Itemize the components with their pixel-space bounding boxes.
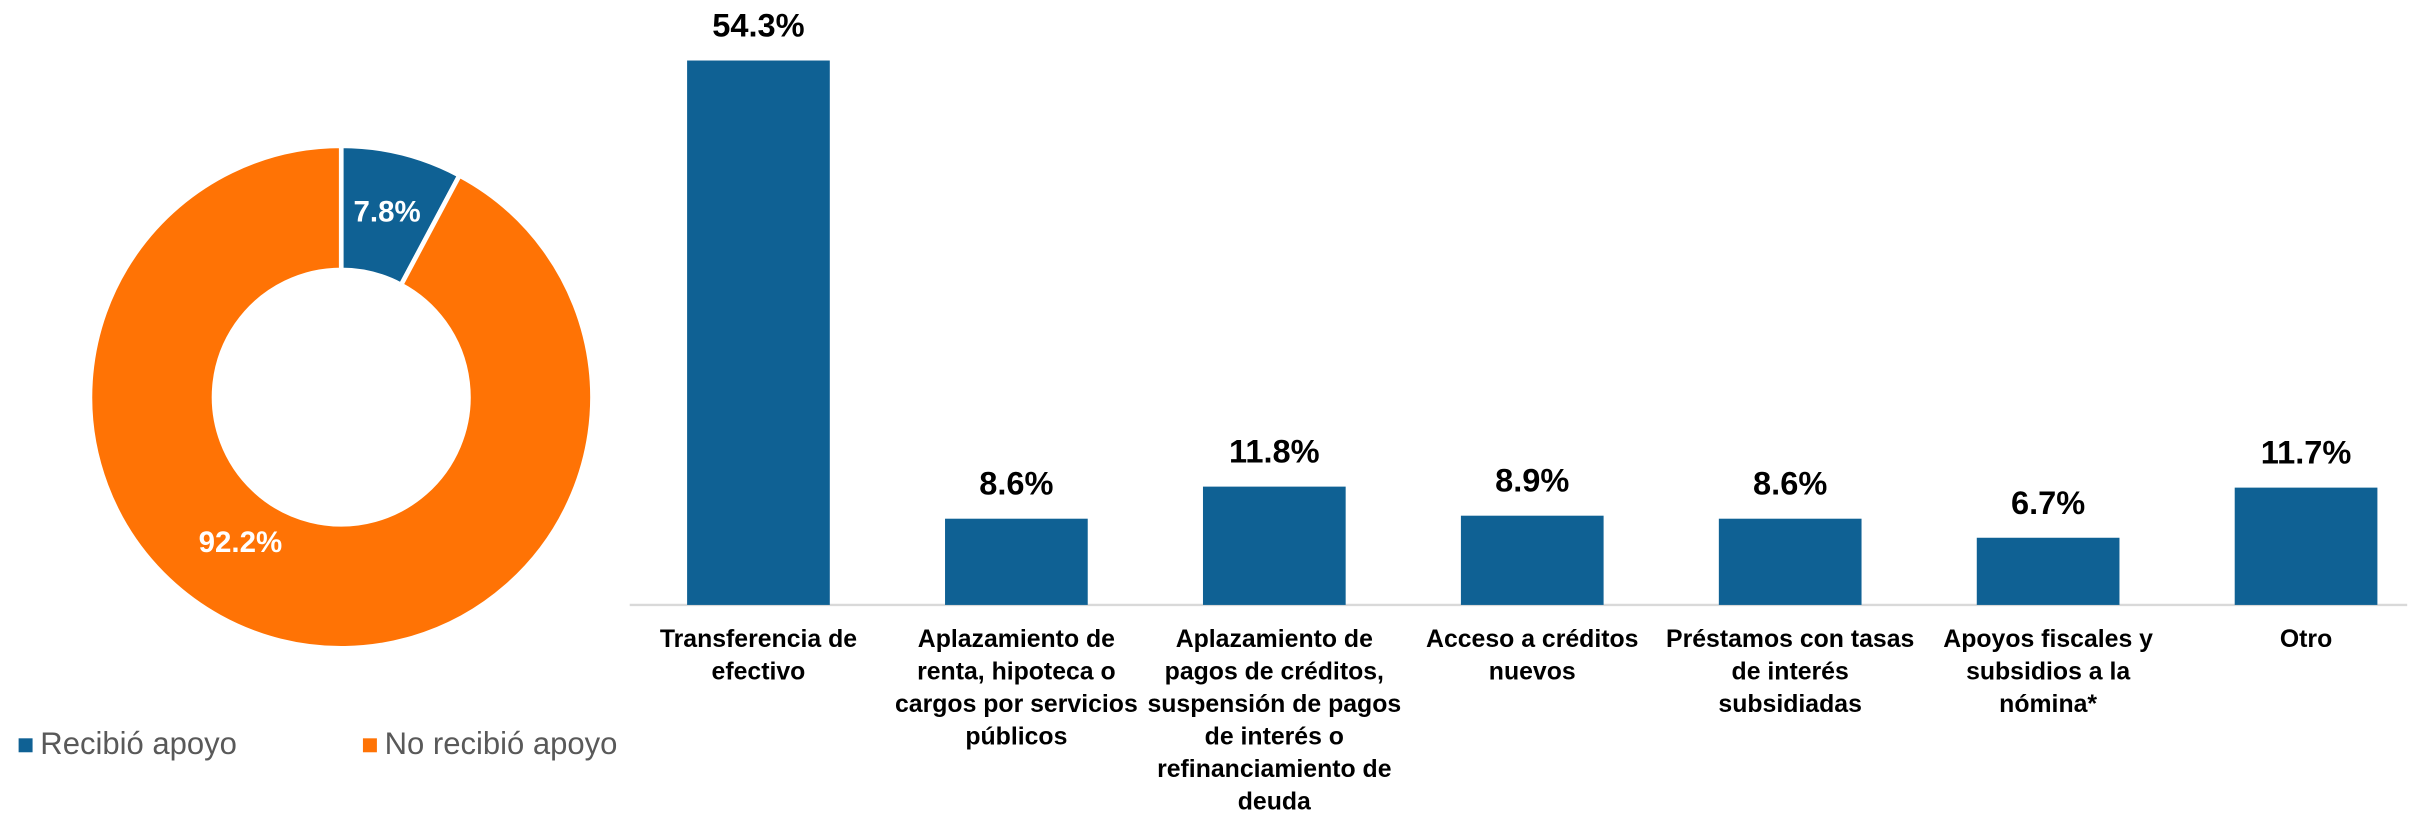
legend-swatch (18, 738, 33, 753)
bar-value-label: 11.7% (2261, 435, 2352, 471)
category-label-box: Aplazamiento de pagos de créditos, suspe… (1147, 626, 1402, 816)
legend-swatch (362, 738, 377, 753)
bar-value-label: 6.7% (2011, 485, 2085, 521)
bar (1976, 537, 2120, 605)
slice-label: 92.2% (199, 526, 283, 559)
bar (2234, 487, 2378, 605)
bar-value-label: 8.6% (1753, 466, 1827, 502)
bar (1460, 515, 1604, 605)
x-tick-label: Apoyos fiscales y subsidios a la nómina* (1943, 626, 2153, 719)
x-tick-label: Acceso a créditos nuevos (1426, 626, 1639, 686)
category-label-box: Aplazamiento de renta, hipoteca o cargos… (894, 626, 1138, 751)
bar (1202, 486, 1346, 605)
slice-label: 7.8% (354, 195, 421, 228)
bar-value-label: 11.8% (1229, 434, 1320, 470)
bar (945, 518, 1088, 605)
x-tick-label: Otro (2279, 626, 2333, 654)
x-tick-label: Transferencia de efectivo (659, 626, 858, 686)
legend-label: Recibió apoyo (40, 726, 237, 761)
x-tick-label: Préstamos con tasas de interés subsidiad… (1666, 626, 1915, 719)
bar-value-label: 54.3% (712, 8, 804, 44)
category-label-box: Transferencia de efectivo (659, 626, 858, 686)
x-tick-label: Aplazamiento de renta, hipoteca o cargos… (894, 626, 1138, 751)
category-label-box: Préstamos con tasas de interés subsidiad… (1666, 626, 1915, 719)
bar (1718, 518, 1862, 605)
bar-value-label: 8.9% (1495, 463, 1569, 499)
category-label-box: Apoyos fiscales y subsidios a la nómina* (1943, 626, 2153, 719)
bar (687, 60, 830, 605)
x-tick-label: Aplazamiento de pagos de créditos, suspe… (1147, 626, 1402, 816)
category-label-box: Otro (2279, 626, 2333, 654)
bar-value-label: 8.6% (979, 466, 1053, 502)
legend-label: No recibió apoyo (385, 726, 618, 761)
donut-slice (87, 143, 595, 651)
category-label-box: Acceso a créditos nuevos (1426, 626, 1639, 686)
